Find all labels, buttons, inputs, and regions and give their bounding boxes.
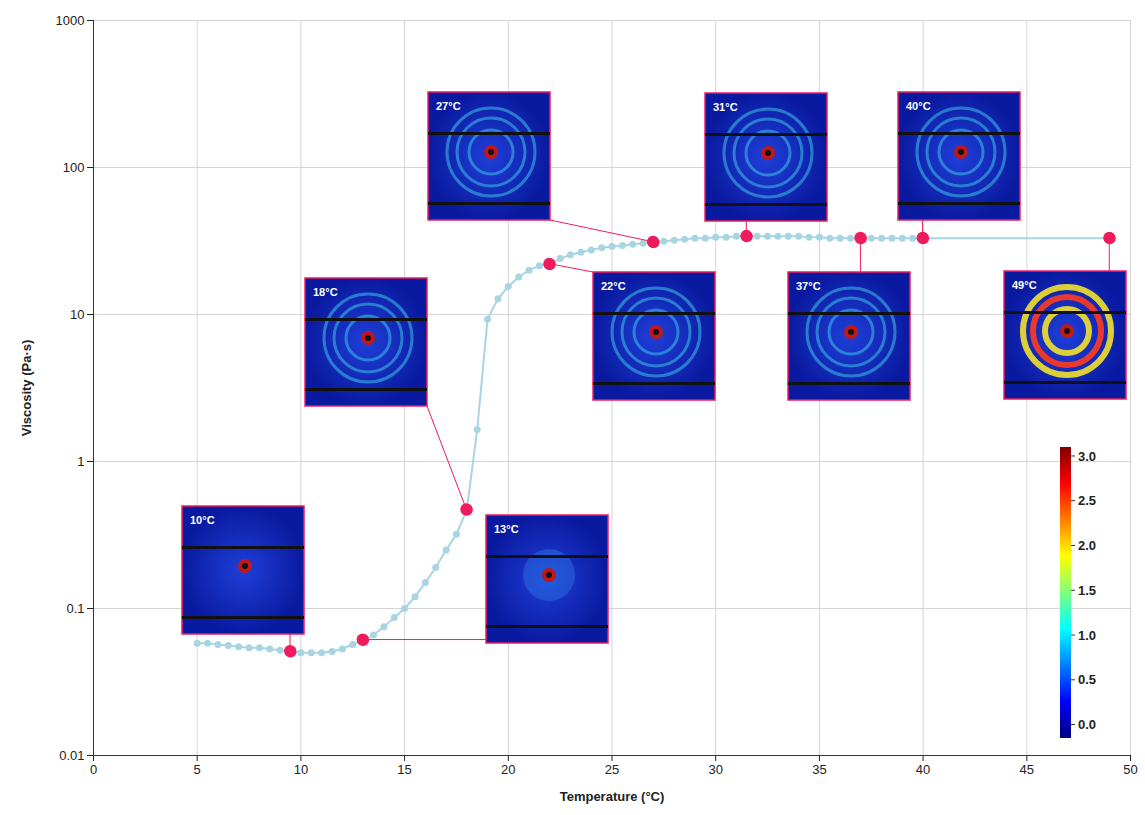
svg-text:15: 15 <box>397 762 411 777</box>
svg-text:13°C: 13°C <box>494 523 519 535</box>
svg-text:5: 5 <box>194 762 201 777</box>
svg-text:0.5: 0.5 <box>1078 672 1096 687</box>
svg-text:2.0: 2.0 <box>1078 538 1096 553</box>
svg-text:Viscosity (Pa·s): Viscosity (Pa·s) <box>19 340 34 437</box>
svg-text:0.0: 0.0 <box>1078 717 1096 732</box>
svg-text:3.0: 3.0 <box>1078 449 1096 464</box>
svg-text:49°C: 49°C <box>1012 279 1037 291</box>
svg-text:40: 40 <box>916 762 930 777</box>
svg-text:1000: 1000 <box>56 13 85 28</box>
svg-text:30: 30 <box>708 762 722 777</box>
svg-text:10: 10 <box>70 307 84 322</box>
svg-text:0: 0 <box>90 762 97 777</box>
svg-text:20: 20 <box>501 762 515 777</box>
svg-text:45: 45 <box>1020 762 1034 777</box>
svg-text:40°C: 40°C <box>906 100 931 112</box>
svg-text:0.01: 0.01 <box>59 748 84 763</box>
svg-text:27°C: 27°C <box>436 100 461 112</box>
svg-text:50: 50 <box>1123 762 1137 777</box>
svg-text:35: 35 <box>812 762 826 777</box>
svg-text:31°C: 31°C <box>713 101 738 113</box>
svg-text:1: 1 <box>77 454 84 469</box>
svg-text:100: 100 <box>63 160 85 175</box>
svg-text:18°C: 18°C <box>313 286 338 298</box>
svg-text:37°C: 37°C <box>796 280 821 292</box>
svg-text:22°C: 22°C <box>601 280 626 292</box>
svg-text:Temperature (°C): Temperature (°C) <box>560 789 665 804</box>
svg-text:10: 10 <box>294 762 308 777</box>
svg-text:1.5: 1.5 <box>1078 583 1096 598</box>
svg-text:10°C: 10°C <box>190 514 215 526</box>
svg-text:0.1: 0.1 <box>66 601 84 616</box>
svg-text:2.5: 2.5 <box>1078 493 1096 508</box>
svg-text:1.0: 1.0 <box>1078 628 1096 643</box>
svg-text:25: 25 <box>605 762 619 777</box>
